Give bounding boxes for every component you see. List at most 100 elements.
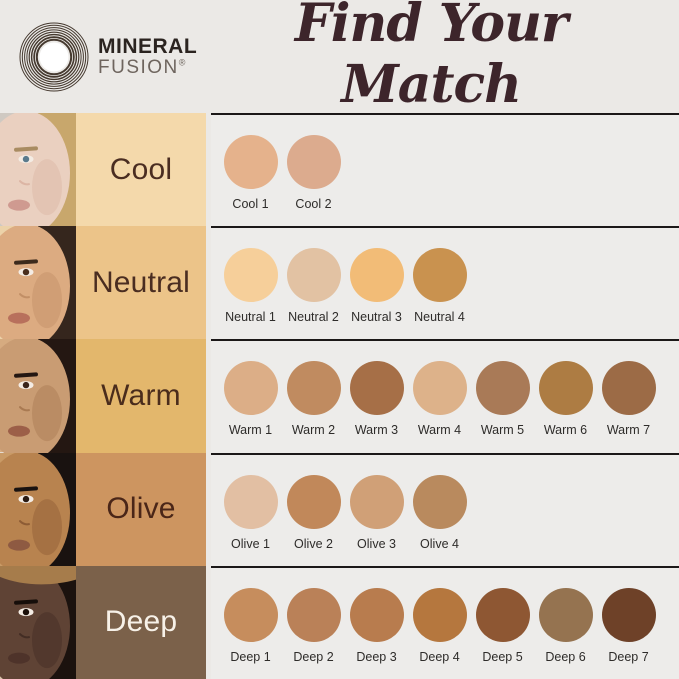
- swatch-name: Olive 3: [357, 536, 396, 551]
- swatch-name: Neutral 3: [351, 310, 402, 325]
- swatch-circle: [223, 474, 278, 529]
- swatch-olive-3: Olive 3: [345, 474, 408, 566]
- swatch-name: Warm 2: [291, 423, 336, 438]
- swatch-deep-7: Deep 7: [597, 587, 660, 679]
- swatch-panel-neutral: Neutral 1 Neutral 2 Neutral 3 Neutral 4: [211, 226, 679, 340]
- shade-row-warm: Warm Warm 1 Warm 2 Warm 3 Warm 4 Warm 5 Warm …: [0, 339, 679, 453]
- category-label-warm: Warm: [76, 339, 206, 453]
- swatch-neutral-1: Neutral 1: [219, 248, 282, 339]
- swatch-deep-4: Deep 4: [408, 587, 471, 679]
- registered-mark: ®: [178, 57, 186, 68]
- swatch-warm-5: Warm 5: [471, 361, 534, 452]
- swatch-olive-1: Olive 1: [219, 474, 282, 566]
- swatch-name: Neutral 2: [288, 310, 339, 325]
- swatch-neutral-4: Neutral 4: [408, 248, 471, 339]
- swatch-name: Warm 6: [543, 423, 588, 438]
- model-photo-olive: [0, 452, 76, 566]
- brand-name-line2: FUSION®: [98, 57, 186, 78]
- swatch-circle: [412, 248, 467, 303]
- shade-rows: Cool Cool 1 Cool 2 Neutral Neutral 1 Neutr…: [0, 113, 679, 679]
- swatch-deep-5: Deep 5: [471, 587, 534, 679]
- swatch-name: Neutral 4: [414, 310, 465, 325]
- swatch-name: Warm 5: [480, 423, 525, 438]
- swatch-name: Deep 2: [293, 649, 334, 664]
- model-photo-deep: [0, 565, 76, 679]
- swatch-name: Deep 3: [356, 649, 397, 664]
- swatch-circle: [286, 587, 341, 642]
- swatch-name: Deep 6: [545, 649, 586, 664]
- swatch-warm-7: Warm 7: [597, 361, 660, 452]
- swatch-olive-2: Olive 2: [282, 474, 345, 566]
- swatch-name: Neutral 1: [225, 310, 276, 325]
- swatch-name: Cool 1: [232, 197, 269, 211]
- brand-wordmark: MINERAL FUSION®: [98, 36, 197, 77]
- swatch-circle: [223, 361, 278, 416]
- swatch-warm-2: Warm 2: [282, 361, 345, 452]
- swatch-circle: [286, 361, 341, 416]
- swatch-circle: [538, 361, 593, 416]
- swatch-olive-4: Olive 4: [408, 474, 471, 566]
- swatch-panel-cool: Cool 1 Cool 2: [211, 113, 679, 227]
- swatch-circle: [475, 361, 530, 416]
- shade-row-deep: Deep Deep 1 Deep 2 Deep 3 Deep 4 Deep 5 Deep …: [0, 565, 679, 679]
- page-title: Find Your Match: [294, 0, 568, 115]
- swatch-circle: [601, 361, 656, 416]
- logo-rings-icon: [19, 22, 89, 91]
- swatch-neutral-2: Neutral 2: [282, 248, 345, 339]
- swatch-panel-olive: Olive 1 Olive 2 Olive 3 Olive 4: [211, 452, 679, 566]
- swatch-circle: [286, 135, 341, 189]
- swatch-circle: [223, 248, 278, 303]
- category-label-deep: Deep: [76, 565, 206, 679]
- swatch-circle: [349, 587, 404, 642]
- swatch-name: Deep 5: [482, 649, 523, 664]
- category-label-cool: Cool: [76, 113, 206, 227]
- swatch-deep-6: Deep 6: [534, 587, 597, 679]
- swatch-panel-warm: Warm 1 Warm 2 Warm 3 Warm 4 Warm 5 Warm 6 Warm…: [211, 339, 679, 453]
- swatch-neutral-3: Neutral 3: [345, 248, 408, 339]
- swatch-cool-1: Cool 1: [219, 135, 282, 226]
- header: MINERAL FUSION® Find Your Match: [0, 0, 679, 115]
- model-photo-cool: [0, 113, 76, 227]
- swatch-circle: [538, 587, 593, 642]
- swatch-warm-6: Warm 6: [534, 361, 597, 452]
- swatch-name: Warm 7: [606, 423, 651, 438]
- swatch-deep-1: Deep 1: [219, 587, 282, 679]
- swatch-warm-1: Warm 1: [219, 361, 282, 452]
- swatch-circle: [286, 248, 341, 303]
- swatch-name: Olive 2: [294, 536, 333, 551]
- swatch-name: Deep 1: [230, 649, 271, 664]
- swatch-cool-2: Cool 2: [282, 135, 345, 226]
- swatch-name: Deep 4: [419, 649, 460, 664]
- swatch-deep-3: Deep 3: [345, 587, 408, 679]
- swatch-circle: [412, 474, 467, 529]
- shade-row-olive: Olive Olive 1 Olive 2 Olive 3 Olive 4: [0, 452, 679, 566]
- swatch-circle: [223, 135, 278, 189]
- swatch-name: Cool 2: [295, 197, 332, 211]
- brand-logo: MINERAL FUSION®: [18, 21, 197, 93]
- swatch-name: Olive 4: [420, 536, 459, 551]
- shade-row-neutral: Neutral Neutral 1 Neutral 2 Neutral 3 Neutr…: [0, 226, 679, 340]
- model-photo-neutral: [0, 226, 76, 340]
- swatch-warm-3: Warm 3: [345, 361, 408, 452]
- swatch-warm-4: Warm 4: [408, 361, 471, 452]
- swatch-name: Warm 4: [417, 423, 462, 438]
- swatch-circle: [349, 474, 404, 529]
- swatch-circle: [223, 587, 278, 642]
- swatch-circle: [412, 361, 467, 416]
- swatch-circle: [349, 361, 404, 416]
- swatch-circle: [286, 474, 341, 529]
- swatch-name: Warm 1: [228, 423, 273, 438]
- category-label-neutral: Neutral: [76, 226, 206, 340]
- swatch-name: Olive 1: [231, 536, 270, 551]
- swatch-panel-deep: Deep 1 Deep 2 Deep 3 Deep 4 Deep 5 Deep 6 Deep…: [211, 565, 679, 679]
- brand-name-line1: MINERAL: [98, 35, 198, 58]
- swatch-circle: [349, 248, 404, 303]
- swatch-circle: [601, 587, 656, 642]
- swatch-circle: [475, 587, 530, 642]
- shade-row-cool: Cool Cool 1 Cool 2: [0, 113, 679, 227]
- swatch-circle: [412, 587, 467, 642]
- category-label-olive: Olive: [76, 452, 206, 566]
- swatch-name: Deep 7: [608, 649, 649, 664]
- swatch-name: Warm 3: [354, 423, 399, 438]
- swatch-deep-2: Deep 2: [282, 587, 345, 679]
